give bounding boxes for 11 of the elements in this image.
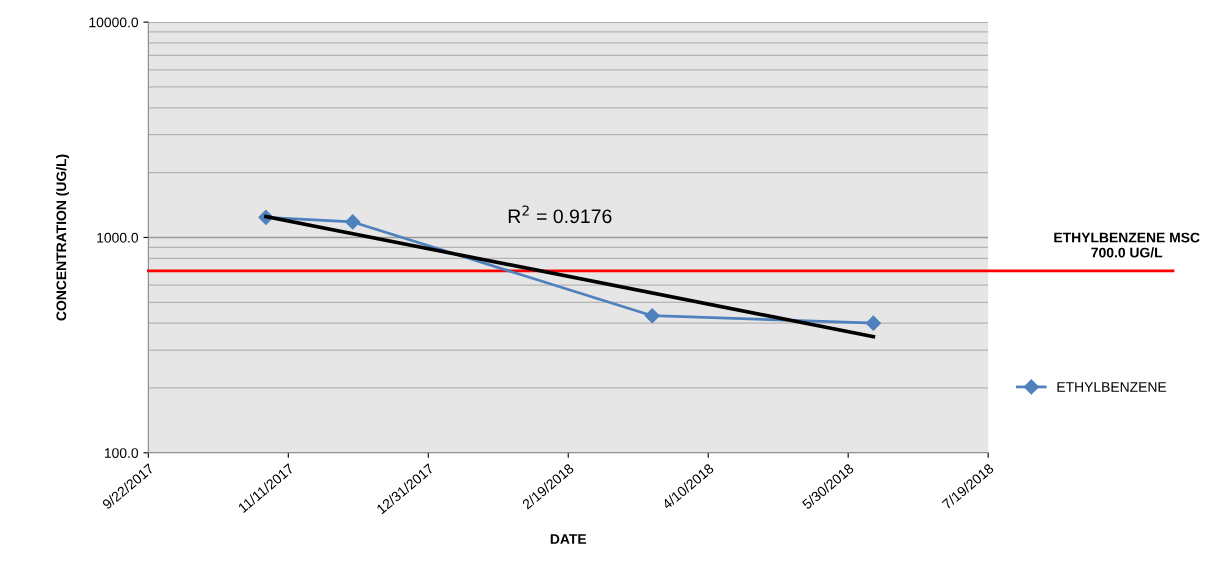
annotation: R$^{2}$ = 0.9176 — [508, 205, 612, 224]
point — [865, 315, 881, 331]
x-axis-title: DATE — [550, 534, 587, 544]
ref-line-label: ETHYLBENZENE MSC 700.0 UG/L — [1054, 232, 1200, 258]
y-axis-title: CONCENTRATION (UG/L) — [56, 154, 69, 321]
y-tick-label: 10000.0 — [89, 17, 139, 28]
point — [644, 308, 660, 324]
y-tick-label: 1000.0 — [97, 232, 139, 243]
legend-label: ETHYLBENZENE — [1057, 382, 1167, 392]
point — [345, 214, 361, 230]
y-tick-label: 100.0 — [104, 448, 139, 458]
